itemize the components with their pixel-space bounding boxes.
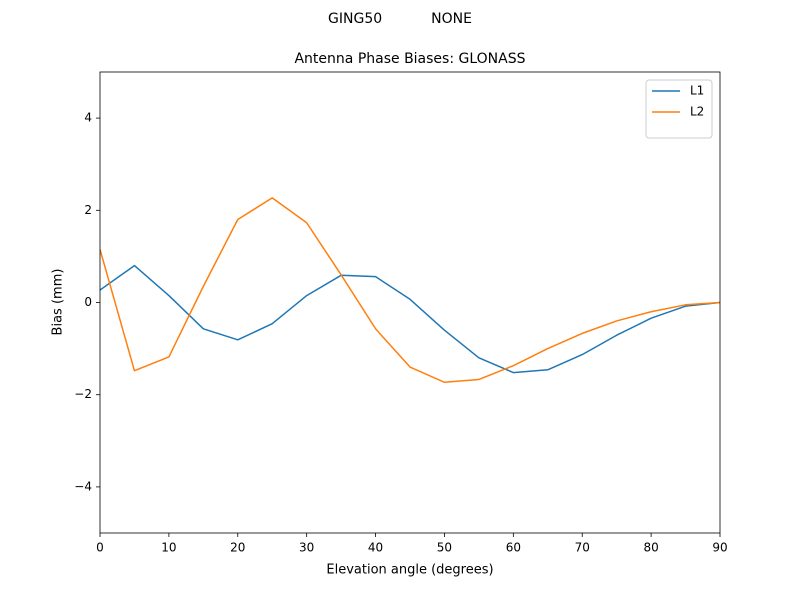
legend-label: L1 — [690, 84, 704, 98]
plot-frame — [99, 71, 721, 534]
y-tick-label: 0 — [84, 295, 92, 309]
chart-title: Antenna Phase Biases: GLONASS — [294, 51, 525, 67]
y-tick-label: 4 — [84, 111, 92, 125]
legend-label: L2 — [690, 105, 704, 119]
y-tick-label: −4 — [74, 479, 92, 493]
x-tick-label: 10 — [161, 541, 176, 555]
y-tick-label: 2 — [84, 203, 92, 217]
data-line — [100, 197, 720, 384]
x-tick-label: 90 — [712, 541, 727, 555]
x-tick-label: 20 — [230, 541, 245, 555]
suptitle: GING50 NONE — [328, 11, 472, 27]
y-tick-label: −2 — [74, 387, 92, 401]
x-tick-label: 40 — [368, 541, 383, 555]
x-tick-label: 50 — [437, 541, 452, 555]
x-tick-label: 60 — [506, 541, 521, 555]
x-tick-label: 80 — [643, 541, 658, 555]
x-tick-label: 0 — [96, 541, 104, 555]
x-axis-label: Elevation angle (degrees) — [326, 563, 493, 578]
x-tick-label: 30 — [299, 541, 314, 555]
legend-box — [645, 79, 713, 139]
x-tick-label: 70 — [575, 541, 590, 555]
data-line — [100, 264, 720, 374]
y-axis-label: Bias (mm) — [51, 269, 66, 336]
